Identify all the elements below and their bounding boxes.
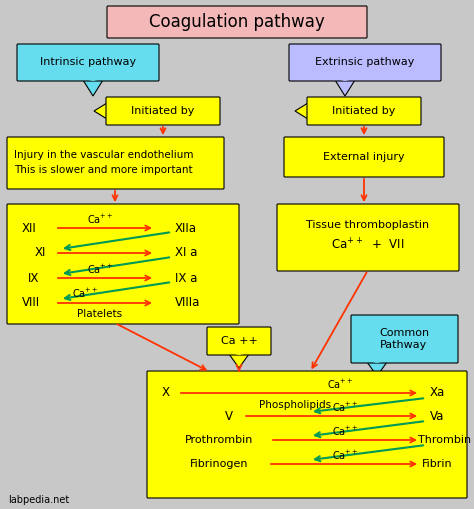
Polygon shape — [229, 354, 249, 368]
Text: Coagulation pathway: Coagulation pathway — [149, 13, 325, 31]
Text: Ca$^{++}$: Ca$^{++}$ — [87, 263, 113, 275]
Polygon shape — [367, 362, 387, 376]
Text: Ca$^{++}$: Ca$^{++}$ — [332, 401, 358, 413]
FancyBboxPatch shape — [7, 137, 224, 189]
FancyBboxPatch shape — [284, 137, 444, 177]
Text: Initiated by: Initiated by — [131, 106, 195, 116]
Text: V: V — [225, 410, 233, 422]
Text: VIIIa: VIIIa — [175, 297, 201, 309]
Text: Thrombin: Thrombin — [418, 435, 471, 445]
Text: Intrinsic pathway: Intrinsic pathway — [40, 57, 136, 67]
Text: Prothrombin: Prothrombin — [185, 435, 254, 445]
FancyBboxPatch shape — [307, 97, 421, 125]
Polygon shape — [84, 79, 102, 81]
Polygon shape — [335, 80, 355, 96]
Polygon shape — [83, 80, 103, 96]
Text: Ca$^{++}$: Ca$^{++}$ — [332, 425, 358, 438]
Text: Initiated by: Initiated by — [332, 106, 396, 116]
FancyBboxPatch shape — [351, 315, 458, 363]
Text: Ca$^{++}$: Ca$^{++}$ — [87, 212, 113, 225]
Text: Injury in the vascular endothelium: Injury in the vascular endothelium — [14, 150, 193, 160]
Text: Ca$^{++}$: Ca$^{++}$ — [332, 448, 358, 462]
Text: Fibrin: Fibrin — [422, 459, 453, 469]
Text: Common
Pathway: Common Pathway — [379, 328, 429, 350]
Text: Ca$^{++}$: Ca$^{++}$ — [72, 287, 99, 300]
Text: Platelets: Platelets — [77, 309, 123, 319]
Text: XI: XI — [35, 246, 46, 260]
FancyBboxPatch shape — [289, 44, 441, 81]
Text: External injury: External injury — [323, 152, 405, 162]
Text: This is slower and more important: This is slower and more important — [14, 165, 192, 175]
Text: Phospholipids: Phospholipids — [259, 400, 331, 410]
Text: IX: IX — [28, 271, 39, 285]
Polygon shape — [230, 353, 248, 355]
Polygon shape — [295, 103, 308, 119]
FancyBboxPatch shape — [207, 327, 271, 355]
Text: Va: Va — [430, 410, 444, 422]
Polygon shape — [94, 103, 107, 119]
FancyBboxPatch shape — [277, 204, 459, 271]
FancyBboxPatch shape — [7, 204, 239, 324]
Text: Extrinsic pathway: Extrinsic pathway — [315, 57, 415, 67]
Text: labpedia.net: labpedia.net — [8, 495, 69, 505]
Text: XIIa: XIIa — [175, 221, 197, 235]
FancyBboxPatch shape — [106, 97, 220, 125]
FancyBboxPatch shape — [107, 6, 367, 38]
Text: X: X — [162, 386, 170, 400]
Polygon shape — [336, 79, 354, 81]
Text: Xa: Xa — [430, 386, 445, 400]
Text: VIII: VIII — [22, 297, 40, 309]
Text: Ca ++: Ca ++ — [220, 336, 257, 346]
Text: XII: XII — [22, 221, 37, 235]
Text: Fibrinogen: Fibrinogen — [190, 459, 248, 469]
FancyBboxPatch shape — [147, 371, 467, 498]
Text: Tissue thromboplastin: Tissue thromboplastin — [306, 220, 429, 230]
Text: Ca$^{++}$  +  VII: Ca$^{++}$ + VII — [331, 237, 405, 252]
Text: IX a: IX a — [175, 271, 197, 285]
FancyBboxPatch shape — [17, 44, 159, 81]
Text: Ca$^{++}$: Ca$^{++}$ — [327, 378, 354, 390]
Text: XI a: XI a — [175, 246, 197, 260]
Polygon shape — [368, 361, 386, 363]
